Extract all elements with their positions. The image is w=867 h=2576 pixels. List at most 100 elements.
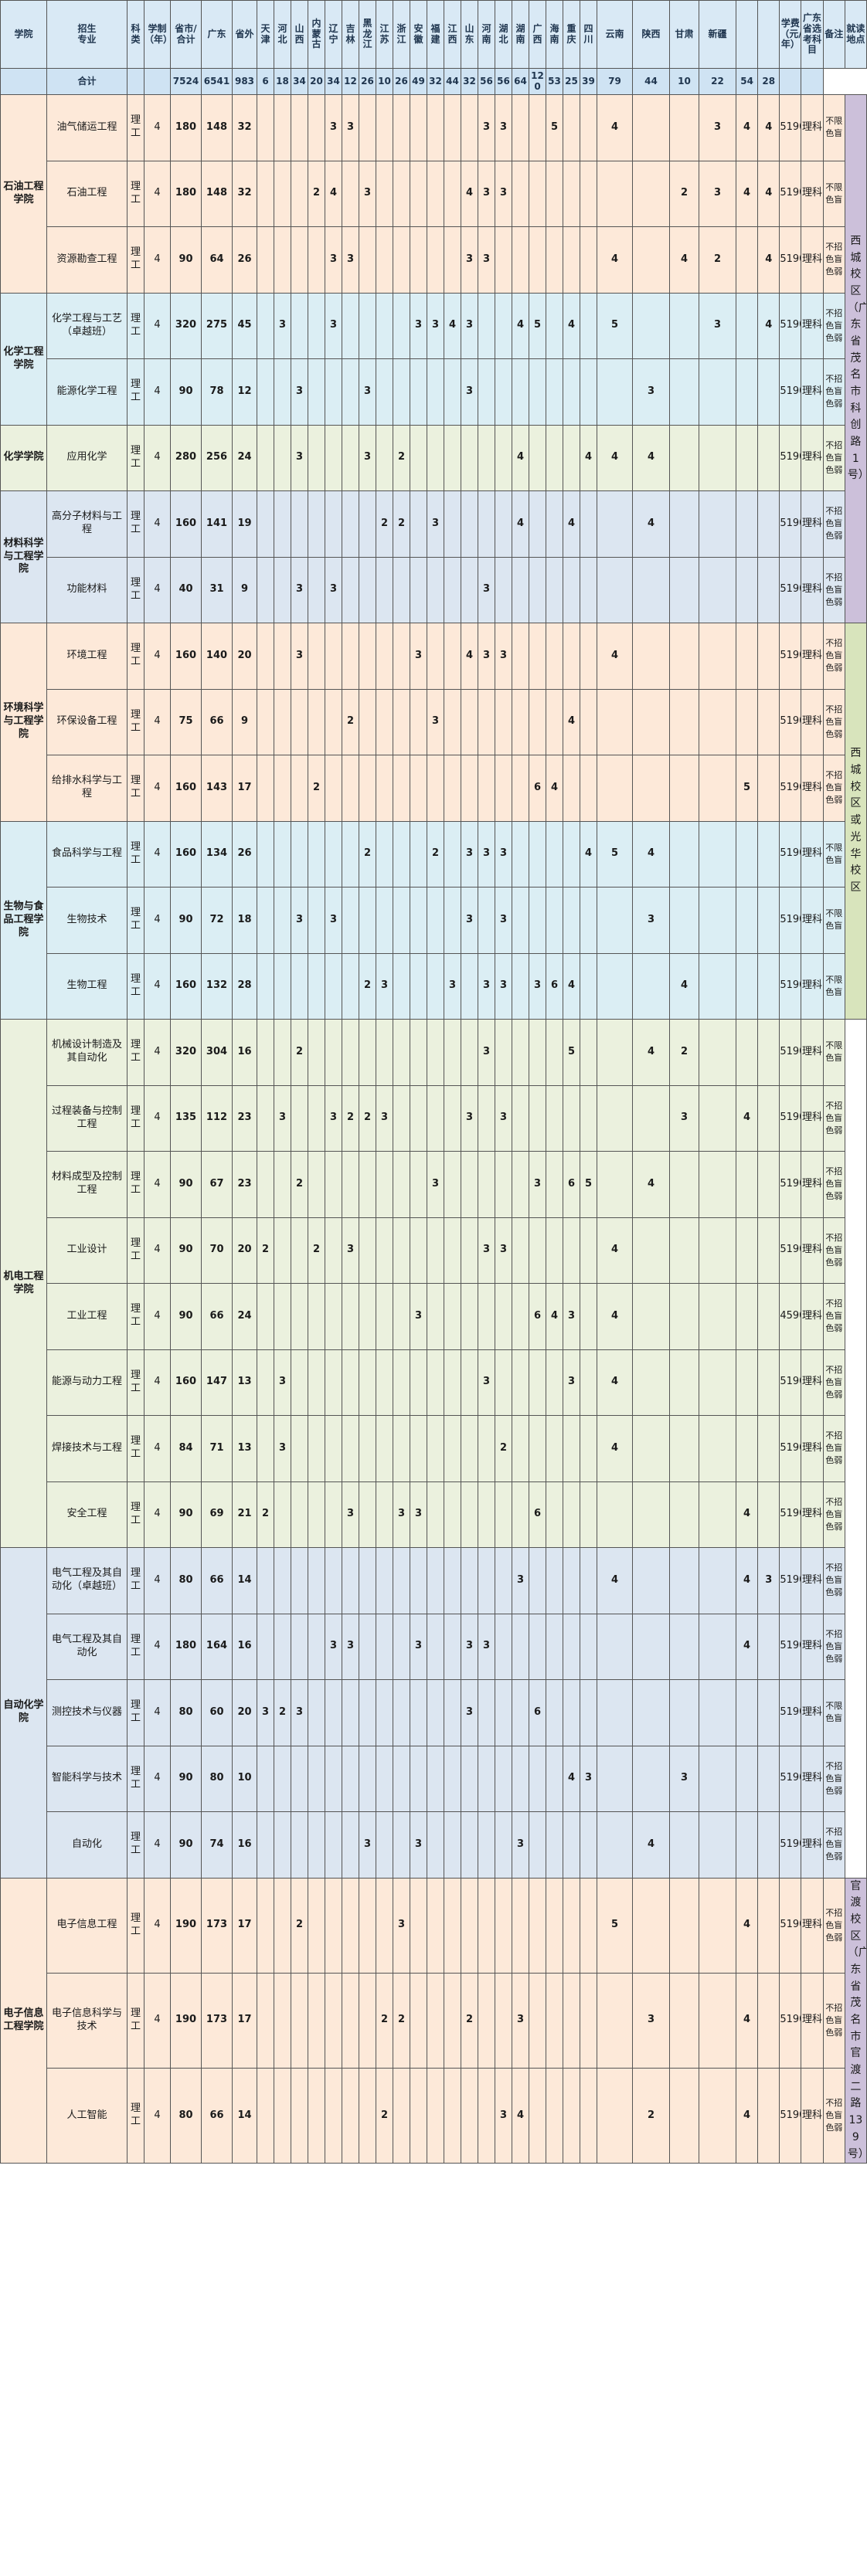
major-total: 160 <box>170 1349 202 1416</box>
major-name: 环保设备工程 <box>46 688 128 755</box>
major-total: 90 <box>170 1283 202 1350</box>
province-quota <box>580 1877 597 1974</box>
province-quota <box>376 1283 393 1350</box>
province-header: 山西 <box>291 0 308 69</box>
province-quota <box>699 1151 736 1218</box>
major-name: 电气工程及其自动化（卓越班） <box>46 1547 128 1614</box>
province-quota <box>444 623 461 690</box>
province-quota: 2 <box>393 424 410 491</box>
province-quota <box>757 623 780 690</box>
province-quota: 3 <box>427 1151 444 1218</box>
province-quota <box>325 490 342 558</box>
province-quota <box>632 1745 670 1812</box>
province-quota <box>427 1613 444 1680</box>
province-quota <box>427 1547 444 1614</box>
summary-outside: 983 <box>232 68 257 95</box>
major-subject-requirement: 理科 <box>801 1877 824 1974</box>
province-quota <box>257 755 274 822</box>
major-subject-requirement: 理科 <box>801 1613 824 1680</box>
province-quota <box>512 1415 529 1482</box>
province-quota: 4 <box>735 1613 759 1680</box>
province-quota: 4 <box>597 424 633 491</box>
province-quota <box>699 1415 736 1482</box>
major-duration: 4 <box>144 1972 171 2069</box>
province-quota <box>291 226 308 294</box>
province-quota <box>274 1481 291 1548</box>
province-quota <box>735 358 759 426</box>
province-quota: 3 <box>376 1084 393 1152</box>
province-quota <box>580 1972 597 2069</box>
province-quota <box>342 1415 359 1482</box>
table-row: 生物技术理工4907218333335190理科不限色盲 <box>0 887 867 954</box>
major-guangdong: 256 <box>201 424 233 491</box>
province-quota: 3 <box>461 1613 478 1680</box>
province-quota <box>512 1613 529 1680</box>
province-quota <box>669 1811 699 1879</box>
province-quota <box>699 424 736 491</box>
table-row: 过程装备与控制工程理工4135112233322333345190理科不招色盲色… <box>0 1084 867 1152</box>
province-quota <box>444 556 461 623</box>
province-quota <box>529 1877 546 1974</box>
province-quota <box>342 160 359 227</box>
province-quota <box>632 160 670 227</box>
major-tuition: 5190 <box>779 623 802 690</box>
table-row: 给排水科学与工程理工41601431726455190理科不招色盲色弱 <box>0 755 867 822</box>
province-quota <box>359 1613 376 1680</box>
province-quota <box>669 1547 699 1614</box>
major-duration: 4 <box>144 292 171 359</box>
major-tuition: 5190 <box>779 1811 802 1879</box>
province-quota: 3 <box>291 556 308 623</box>
table-row: 自动化学院电气工程及其自动化（卓越班）理工480661434435190理科不招… <box>0 1547 867 1879</box>
table-row: 电子信息工程学院电子信息工程理工41901731723545190理科不招色盲色… <box>0 1877 867 2164</box>
province-quota <box>632 94 670 161</box>
province-quota <box>669 424 699 491</box>
major-guangdong: 71 <box>201 1415 233 1482</box>
province-header: 河南 <box>478 0 495 69</box>
major-name: 资源勘查工程 <box>46 226 128 294</box>
major-duration: 4 <box>144 1877 171 1974</box>
province-quota <box>597 1481 633 1548</box>
province-quota <box>478 1679 495 1746</box>
summary-province-count: 79 <box>597 68 633 95</box>
college-header: 学院 <box>0 0 47 69</box>
major-name: 化学工程与工艺（卓越班） <box>46 292 128 359</box>
province-quota <box>757 490 780 558</box>
province-quota <box>274 1745 291 1812</box>
province-quota <box>580 1481 597 1548</box>
province-quota: 3 <box>274 292 291 359</box>
province-quota: 5 <box>563 1019 580 1086</box>
major-tuition: 5190 <box>779 1151 802 1218</box>
province-quota <box>529 820 546 888</box>
province-header: 黑龙江 <box>359 0 376 69</box>
province-quota <box>512 1151 529 1218</box>
major-guangdong: 304 <box>201 1019 233 1086</box>
province-quota <box>410 1349 427 1416</box>
province-quota: 3 <box>632 1972 670 2069</box>
summary-province-count: 10 <box>376 68 393 95</box>
province-quota: 4 <box>597 1415 633 1482</box>
province-quota <box>342 1811 359 1879</box>
province-quota <box>427 1679 444 1746</box>
major-subject-requirement: 理科 <box>801 1217 824 1284</box>
table-row: 化学学院应用化学理工42802562433244445190理科不招色盲色弱 <box>0 424 867 491</box>
province-quota: 4 <box>632 1019 670 1086</box>
province-quota <box>563 226 580 294</box>
province-quota <box>308 1613 325 1680</box>
province-quota <box>699 556 736 623</box>
major-header: 招生 专业 <box>46 0 128 69</box>
major-tuition: 5190 <box>779 424 802 491</box>
province-quota <box>546 1415 563 1482</box>
major-tuition: 5190 <box>779 1972 802 2069</box>
province-header: 辽宁 <box>325 0 342 69</box>
province-quota <box>512 1217 529 1284</box>
major-name: 电子信息工程 <box>46 1877 128 1974</box>
major-outside: 14 <box>232 1547 257 1614</box>
province-quota <box>529 2067 546 2164</box>
province-quota: 3 <box>478 226 495 294</box>
province-quota <box>427 358 444 426</box>
table-row: 人工智能理工4806614234245190理科不招色盲色弱 <box>0 2067 867 2164</box>
province-quota <box>376 556 393 623</box>
province-quota <box>461 1745 478 1812</box>
province-quota <box>427 1349 444 1416</box>
province-quota: 5 <box>529 292 546 359</box>
